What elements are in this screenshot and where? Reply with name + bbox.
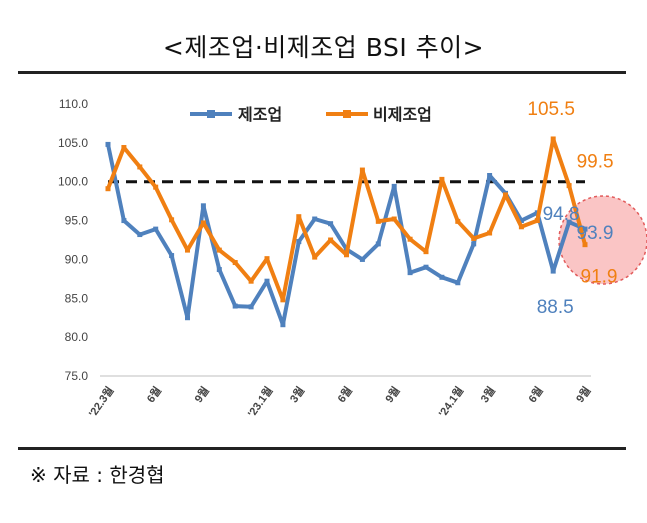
data-point-manufacturing bbox=[185, 315, 190, 321]
x-tick-label: 9월 bbox=[191, 384, 212, 405]
x-tick-label: '23.1월 bbox=[244, 384, 275, 420]
data-point-nonmanufacturing bbox=[391, 216, 397, 222]
data-point-manufacturing bbox=[582, 226, 588, 232]
data-point-nonmanufacturing bbox=[312, 254, 318, 260]
data-point-nonmanufacturing bbox=[296, 214, 302, 220]
data-point-nonmanufacturing bbox=[200, 220, 206, 226]
data-point-nonmanufacturing bbox=[185, 247, 190, 253]
data-point-manufacturing bbox=[391, 183, 397, 189]
data-point-nonmanufacturing bbox=[455, 218, 461, 224]
data-point-nonmanufacturing bbox=[232, 260, 238, 266]
y-tick-label: 85.0 bbox=[65, 291, 89, 305]
series-line-nonmanufacturing bbox=[106, 137, 587, 302]
data-label: 105.5 bbox=[527, 99, 575, 120]
data-label: 88.5 bbox=[537, 297, 574, 318]
data-point-manufacturing bbox=[200, 203, 206, 209]
data-point-manufacturing bbox=[296, 239, 302, 245]
x-tick-label: 3월 bbox=[477, 384, 498, 405]
data-point-manufacturing bbox=[216, 267, 222, 273]
data-point-nonmanufacturing bbox=[407, 236, 413, 242]
data-point-manufacturing bbox=[455, 280, 461, 286]
data-point-nonmanufacturing bbox=[248, 278, 254, 284]
data-point-nonmanufacturing bbox=[216, 247, 222, 253]
data-point-manufacturing bbox=[248, 304, 254, 310]
data-point-manufacturing bbox=[550, 268, 556, 274]
data-point-nonmanufacturing bbox=[264, 256, 270, 262]
data-point-manufacturing bbox=[407, 270, 413, 276]
y-tick-label: 75.0 bbox=[65, 369, 89, 383]
top-rule bbox=[18, 71, 626, 74]
x-tick-label: '24.1월 bbox=[435, 384, 466, 420]
y-tick-label: 110.0 bbox=[59, 97, 88, 111]
y-tick-label: 105.0 bbox=[58, 136, 88, 150]
data-point-nonmanufacturing bbox=[518, 224, 524, 230]
data-point-nonmanufacturing bbox=[471, 235, 477, 241]
data-point-manufacturing bbox=[423, 264, 429, 270]
data-label: 94.8 bbox=[543, 204, 580, 225]
data-point-manufacturing bbox=[487, 172, 493, 178]
data-label: 99.5 bbox=[577, 152, 614, 173]
data-point-nonmanufacturing bbox=[503, 192, 508, 198]
x-tick-label: 6월 bbox=[143, 384, 164, 405]
x-tick-label: 9월 bbox=[573, 384, 594, 405]
data-point-manufacturing bbox=[153, 226, 159, 232]
data-point-manufacturing bbox=[169, 253, 175, 259]
data-point-manufacturing bbox=[439, 274, 445, 280]
data-point-manufacturing bbox=[232, 303, 238, 309]
legend-marker-nonmanufacturing bbox=[343, 110, 351, 118]
data-point-manufacturing bbox=[280, 322, 286, 328]
data-point-manufacturing bbox=[566, 219, 572, 225]
data-point-nonmanufacturing bbox=[328, 237, 334, 243]
data-point-nonmanufacturing bbox=[105, 186, 111, 192]
data-point-manufacturing bbox=[359, 256, 365, 262]
chart-title: <제조업·비제조업 BSI 추이> bbox=[162, 33, 485, 62]
latest-highlight-circle bbox=[558, 195, 647, 285]
data-point-manufacturing bbox=[518, 218, 524, 224]
y-tick-label: 95.0 bbox=[65, 214, 89, 228]
data-point-nonmanufacturing bbox=[344, 252, 349, 258]
legend-marker-manufacturing bbox=[207, 110, 215, 118]
y-tick-label: 80.0 bbox=[65, 330, 89, 344]
data-point-nonmanufacturing bbox=[550, 136, 556, 142]
data-point-nonmanufacturing bbox=[439, 176, 445, 182]
legend-label-manufacturing: 제조업 bbox=[238, 105, 282, 124]
data-point-manufacturing bbox=[105, 141, 111, 147]
data-point-nonmanufacturing bbox=[169, 217, 175, 223]
x-tick-label: 6월 bbox=[334, 384, 355, 405]
x-tick-label: 3월 bbox=[286, 384, 307, 405]
data-point-nonmanufacturing bbox=[534, 218, 540, 224]
data-label: 93.9 bbox=[577, 223, 614, 244]
data-point-nonmanufacturing bbox=[137, 164, 143, 170]
legend-label-nonmanufacturing: 비제조업 bbox=[373, 105, 432, 124]
y-tick-label: 90.0 bbox=[65, 252, 89, 266]
data-point-manufacturing bbox=[264, 278, 270, 284]
x-tick-label: 6월 bbox=[525, 384, 546, 405]
data-point-manufacturing bbox=[328, 221, 334, 227]
data-point-manufacturing bbox=[121, 218, 127, 224]
data-point-nonmanufacturing bbox=[153, 184, 159, 190]
data-point-manufacturing bbox=[137, 232, 143, 238]
data-point-nonmanufacturing bbox=[280, 297, 286, 303]
x-tick-label: 9월 bbox=[382, 384, 403, 405]
data-point-manufacturing bbox=[471, 241, 477, 247]
data-point-nonmanufacturing bbox=[566, 183, 572, 189]
data-point-nonmanufacturing bbox=[359, 167, 365, 173]
data-point-manufacturing bbox=[312, 216, 318, 222]
data-point-nonmanufacturing bbox=[375, 218, 381, 224]
data-point-nonmanufacturing bbox=[582, 242, 588, 248]
bottom-rule bbox=[18, 447, 626, 450]
source-note: ※ 자료 : 한경협 bbox=[30, 463, 165, 487]
data-label: 91.9 bbox=[581, 267, 618, 288]
data-point-nonmanufacturing bbox=[423, 249, 429, 255]
data-point-nonmanufacturing bbox=[121, 145, 127, 151]
x-tick-label: '22.3월 bbox=[85, 384, 116, 420]
y-tick-label: 100.0 bbox=[58, 175, 88, 189]
data-point-manufacturing bbox=[375, 241, 381, 247]
data-point-nonmanufacturing bbox=[487, 230, 493, 236]
